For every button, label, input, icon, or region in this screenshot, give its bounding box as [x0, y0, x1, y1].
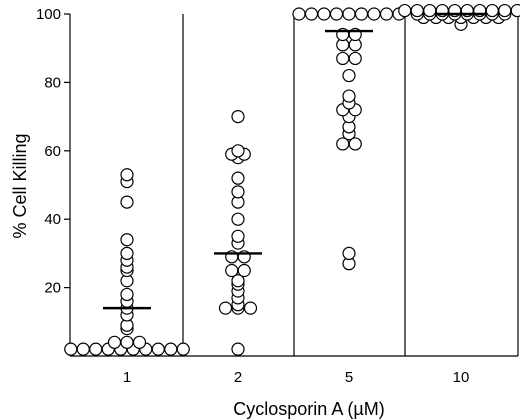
median-lines [103, 12, 485, 310]
data-point [317, 7, 331, 21]
data-point [379, 7, 394, 21]
data-point [132, 335, 147, 349]
y-tick-label: 20 [44, 280, 61, 297]
data-point [225, 263, 239, 278]
x-axis-label: Cyclosporin A (µM) [233, 399, 384, 419]
data-point [304, 7, 319, 21]
data-point [76, 342, 90, 356]
data-point [176, 342, 190, 356]
data-point [237, 263, 251, 278]
data-point [120, 246, 134, 260]
data-point [336, 51, 350, 66]
data-point [120, 335, 134, 349]
data-point [354, 7, 369, 21]
y-tick-label: 100 [36, 6, 61, 23]
data-point [342, 246, 356, 260]
data-point [231, 109, 245, 124]
data-point [348, 137, 362, 151]
data-point [410, 3, 424, 18]
y-tick-label: 80 [44, 74, 61, 91]
data-point [164, 342, 178, 356]
data-point [120, 233, 134, 247]
data-point [231, 342, 245, 356]
data-point [329, 7, 344, 21]
data-point [107, 335, 122, 349]
y-tick-label: 60 [44, 143, 61, 160]
data-point [342, 68, 356, 83]
data-point [231, 229, 245, 243]
data-point [231, 171, 245, 185]
y-axis-label: % Cell Killing [10, 133, 30, 238]
data-point [485, 3, 499, 18]
data-point [231, 212, 245, 226]
data-point [231, 185, 245, 199]
data-point [398, 3, 412, 18]
data-point [120, 168, 134, 182]
data-point [120, 287, 134, 302]
x-tick-label: 2 [234, 369, 242, 386]
data-point [367, 7, 381, 21]
data-point [243, 301, 258, 315]
x-tick-label: 1 [123, 369, 131, 386]
data-point [342, 89, 356, 103]
data-point [218, 301, 233, 315]
data-point [120, 195, 134, 209]
plot-frame [69, 14, 519, 357]
data-point [498, 3, 512, 18]
data-point [151, 342, 165, 356]
data-point [89, 342, 103, 356]
data-point [231, 274, 245, 288]
data-point [231, 144, 245, 158]
data-point [510, 3, 520, 18]
data-point [342, 7, 356, 21]
data-points [64, 3, 520, 356]
x-axis: 1 2 5 10 [123, 369, 470, 386]
y-axis: 20 40 60 80 100 [36, 6, 70, 297]
x-tick-label: 10 [453, 369, 470, 386]
data-point [292, 7, 306, 21]
y-tick-label: 40 [44, 211, 61, 228]
data-point [423, 3, 437, 18]
data-point [348, 51, 362, 66]
x-tick-label: 5 [345, 369, 353, 386]
data-point [64, 342, 78, 356]
